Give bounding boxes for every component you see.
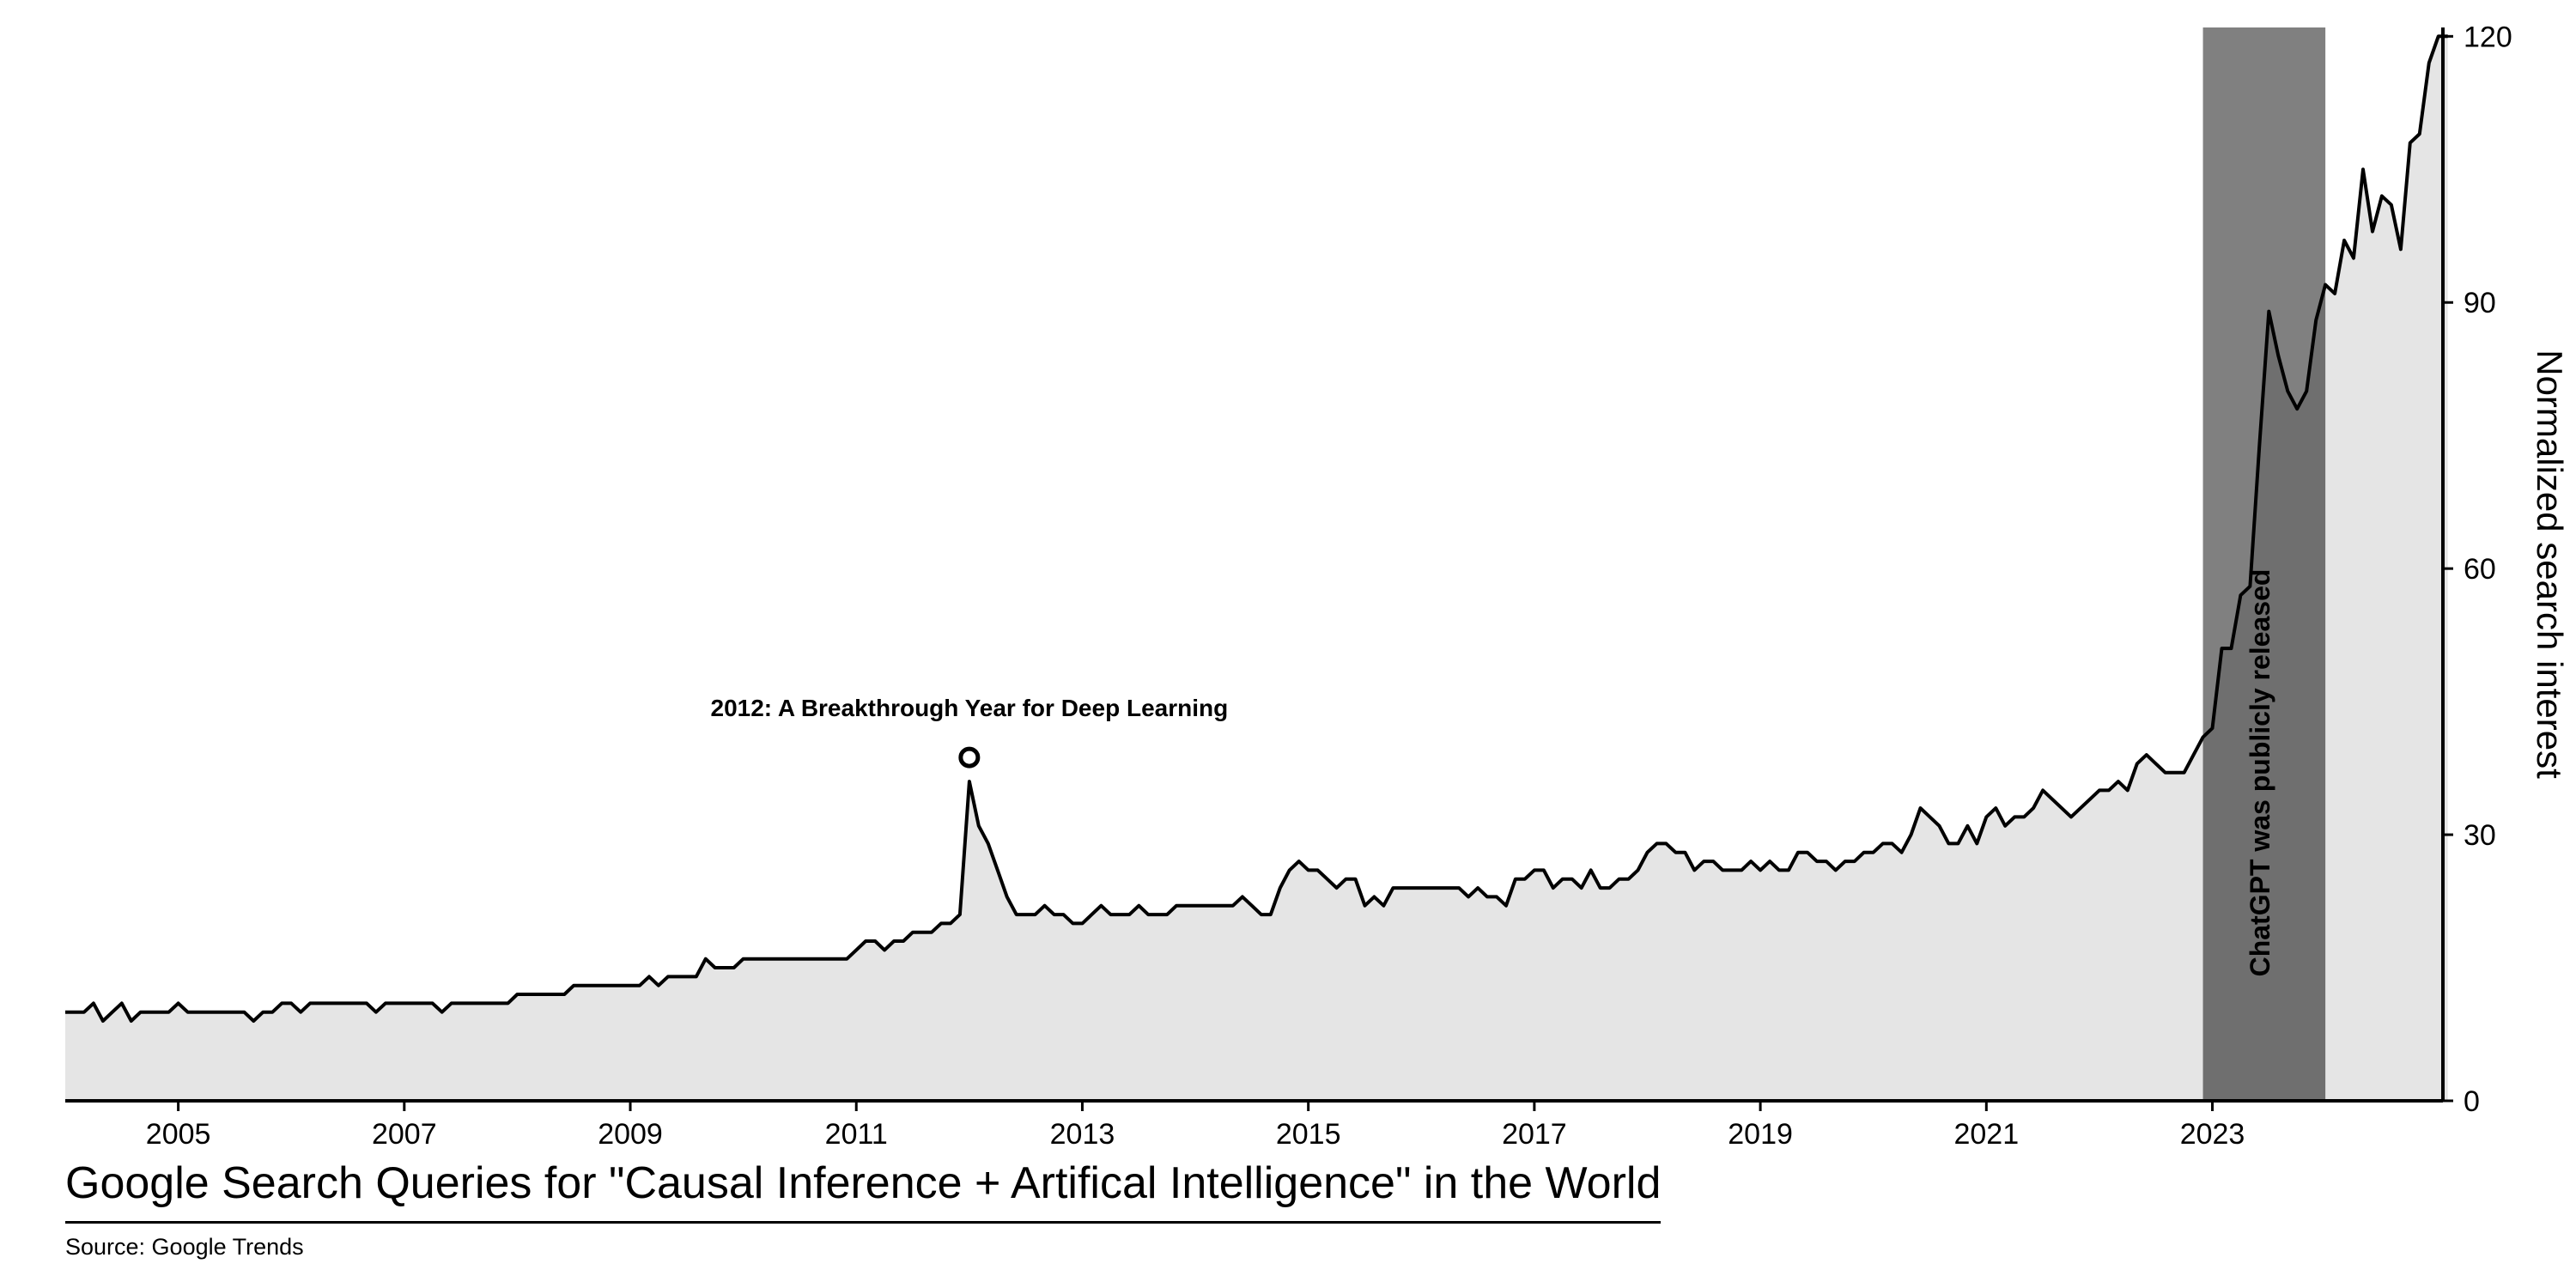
series-line	[65, 34, 2448, 1023]
x-tick-label-0: 2005	[146, 1118, 211, 1151]
x-tick-label-9: 2023	[2180, 1118, 2245, 1151]
x-tick-label-3: 2011	[825, 1118, 888, 1151]
title-block: Google Search Queries for "Causal Infere…	[65, 1161, 1662, 1261]
axes-layer: 2005 2007 2009 2011 2013 2015 2017 2019 2021 2023…	[65, 21, 2570, 1151]
y-tick-label-3: 90	[2464, 287, 2496, 319]
x-tick-label-4: 2013	[1050, 1118, 1115, 1151]
annotation-marker-0	[958, 746, 981, 769]
x-tick-label-1: 2007	[372, 1118, 437, 1151]
annotation-label-0: 2012: A Breakthrough Year for Deep Learn…	[711, 695, 1229, 721]
y-tick-label-0: 0	[2464, 1085, 2480, 1118]
chart-source: Source: Google Trends	[65, 1234, 304, 1260]
y-tick-label-4: 120	[2464, 21, 2512, 53]
y-axis-label: Normalized search interest	[2530, 349, 2570, 779]
x-tick-label-8: 2021	[1953, 1118, 2019, 1151]
x-tick-label-5: 2015	[1276, 1118, 1341, 1151]
annotation-layer: 2012: A Breakthrough Year for Deep Learn…	[711, 695, 1229, 769]
x-tick-label-2: 2009	[598, 1118, 663, 1151]
shaded-region-label-0: ChatGPT was publicly released	[2245, 569, 2275, 977]
x-tick-label-6: 2017	[1502, 1118, 1567, 1151]
y-tick-label-1: 30	[2464, 819, 2496, 852]
x-tick-label-7: 2019	[1728, 1118, 1793, 1151]
area-fill	[65, 36, 2448, 1101]
y-tick-label-2: 60	[2464, 553, 2496, 586]
chart-title: Google Search Queries for "Causal Infere…	[65, 1161, 1662, 1224]
shaded-region-label-layer: ChatGPT was publicly released	[2245, 569, 2275, 977]
shaded-region-under-curve-0	[2202, 284, 2326, 1101]
